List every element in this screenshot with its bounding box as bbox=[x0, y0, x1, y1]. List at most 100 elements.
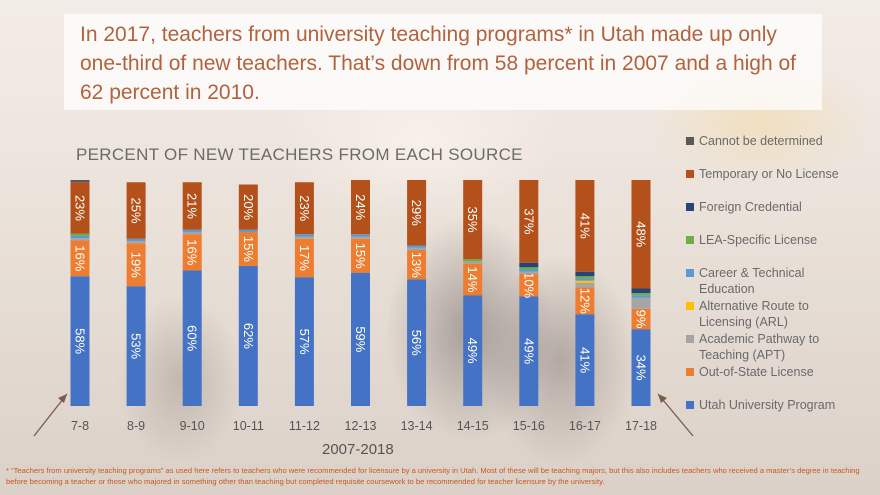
bar-segment bbox=[126, 243, 146, 287]
data-label: 60% bbox=[185, 325, 200, 351]
data-label: 34% bbox=[634, 355, 649, 381]
bar-segment bbox=[631, 288, 651, 293]
data-label: 21% bbox=[185, 193, 200, 219]
bar-segment bbox=[126, 286, 146, 406]
legend-swatch bbox=[686, 335, 694, 343]
bar-segment bbox=[351, 180, 370, 235]
bar-segment bbox=[519, 273, 539, 297]
bar-segment bbox=[182, 270, 202, 406]
data-label: 19% bbox=[129, 252, 144, 278]
bar-segment bbox=[238, 231, 258, 266]
footnote: * “Teachers from university teaching pro… bbox=[6, 466, 860, 486]
bar-segment bbox=[575, 282, 595, 288]
bar-segment bbox=[126, 182, 146, 239]
x-tick-label: 13-14 bbox=[401, 419, 433, 433]
legend-label: Utah University Program bbox=[699, 398, 836, 412]
bar-segment bbox=[238, 229, 258, 232]
legend-item: Career & Technical Education bbox=[686, 265, 859, 297]
bar-segment bbox=[294, 277, 314, 406]
data-label: 49% bbox=[465, 338, 480, 364]
bar-segment bbox=[463, 295, 483, 406]
bar-segment bbox=[631, 329, 651, 406]
bar-segment bbox=[631, 308, 651, 330]
bar-segment bbox=[407, 279, 427, 406]
data-label: 20% bbox=[241, 194, 256, 220]
legend-item: Foreign Credential bbox=[686, 199, 859, 215]
legend-label: Academic Pathway to Teaching (APT) bbox=[699, 332, 820, 362]
bar-segment bbox=[575, 271, 595, 277]
bar-segment bbox=[519, 262, 539, 268]
data-label: 14% bbox=[465, 266, 480, 292]
data-label: 62% bbox=[241, 323, 256, 349]
bar-segment bbox=[126, 241, 146, 244]
chart-title: PERCENT OF NEW TEACHERS FROM EACH SOURCE bbox=[76, 145, 523, 164]
bar-segment bbox=[519, 269, 539, 272]
x-axis-title: 2007-2018 bbox=[322, 441, 394, 458]
data-label: 25% bbox=[129, 197, 144, 223]
data-label: 49% bbox=[521, 338, 536, 364]
bar-segment bbox=[126, 238, 146, 242]
legend-label: Cannot be determined bbox=[699, 134, 823, 148]
data-label: 57% bbox=[297, 329, 312, 355]
bar-segment bbox=[294, 236, 314, 239]
bar-segment bbox=[519, 271, 539, 274]
x-tick-label: 8-9 bbox=[127, 419, 145, 433]
data-label: 15% bbox=[241, 236, 256, 262]
legend-swatch bbox=[686, 236, 694, 244]
data-label: 13% bbox=[409, 252, 424, 278]
data-label: 12% bbox=[577, 288, 592, 314]
legend-item: Alternative Route to Licensing (ARL) bbox=[686, 298, 859, 330]
legend-item: Utah University Program bbox=[686, 397, 859, 413]
bar-segment bbox=[575, 280, 595, 283]
data-label: 37% bbox=[521, 208, 536, 234]
legend-item: Cannot be determined bbox=[686, 133, 859, 149]
data-label: 48% bbox=[634, 221, 649, 247]
bar-segment bbox=[575, 278, 595, 281]
data-label: 23% bbox=[73, 195, 88, 221]
x-tick-label: 7-8 bbox=[71, 419, 89, 433]
legend-label: Career & Technical Education bbox=[699, 266, 805, 296]
bar-segment bbox=[294, 182, 314, 235]
data-label: 56% bbox=[409, 330, 424, 356]
bar-segment bbox=[575, 287, 595, 315]
bar-segment bbox=[407, 250, 427, 280]
x-tick-label: 16-17 bbox=[569, 419, 601, 433]
bar-segment bbox=[351, 238, 370, 273]
legend-swatch bbox=[686, 401, 694, 409]
legend-swatch bbox=[686, 203, 694, 211]
legend-label: Temporary or No License bbox=[699, 167, 839, 181]
data-label: 35% bbox=[465, 207, 480, 233]
bar-segment bbox=[463, 180, 483, 260]
x-tick-label: 12-13 bbox=[345, 419, 377, 433]
bar-segment bbox=[294, 234, 314, 237]
bar-segment bbox=[631, 297, 651, 309]
bar-segment bbox=[70, 240, 90, 277]
bar-segment bbox=[70, 182, 90, 234]
bar-segment bbox=[575, 314, 595, 406]
bar-segment bbox=[70, 233, 90, 236]
bar-segment bbox=[238, 265, 258, 406]
data-label: 16% bbox=[73, 245, 88, 271]
bar-segment bbox=[70, 180, 90, 183]
bar-segment bbox=[294, 238, 314, 278]
data-label: 53% bbox=[129, 333, 144, 359]
x-tick-label: 10-11 bbox=[233, 419, 264, 433]
bar-segment bbox=[519, 267, 539, 270]
bar-segment bbox=[463, 261, 483, 264]
bar-segment bbox=[70, 235, 90, 239]
legend-item: Out-of-State License bbox=[686, 364, 859, 380]
data-label: 23% bbox=[297, 195, 312, 221]
bar-segment bbox=[631, 293, 651, 296]
bar-segment bbox=[407, 180, 427, 246]
headline: In 2017, teachers from university teachi… bbox=[80, 23, 797, 104]
headline-box bbox=[64, 14, 822, 110]
bar-segment bbox=[407, 245, 427, 248]
bar-segment bbox=[631, 295, 651, 298]
legend-swatch bbox=[686, 170, 694, 178]
data-label: 16% bbox=[185, 239, 200, 265]
x-tick-label: 17-18 bbox=[625, 419, 657, 433]
x-tick-label: 15-16 bbox=[513, 419, 545, 433]
legend-swatch bbox=[686, 269, 694, 277]
legend-item: LEA-Specific License bbox=[686, 232, 859, 248]
